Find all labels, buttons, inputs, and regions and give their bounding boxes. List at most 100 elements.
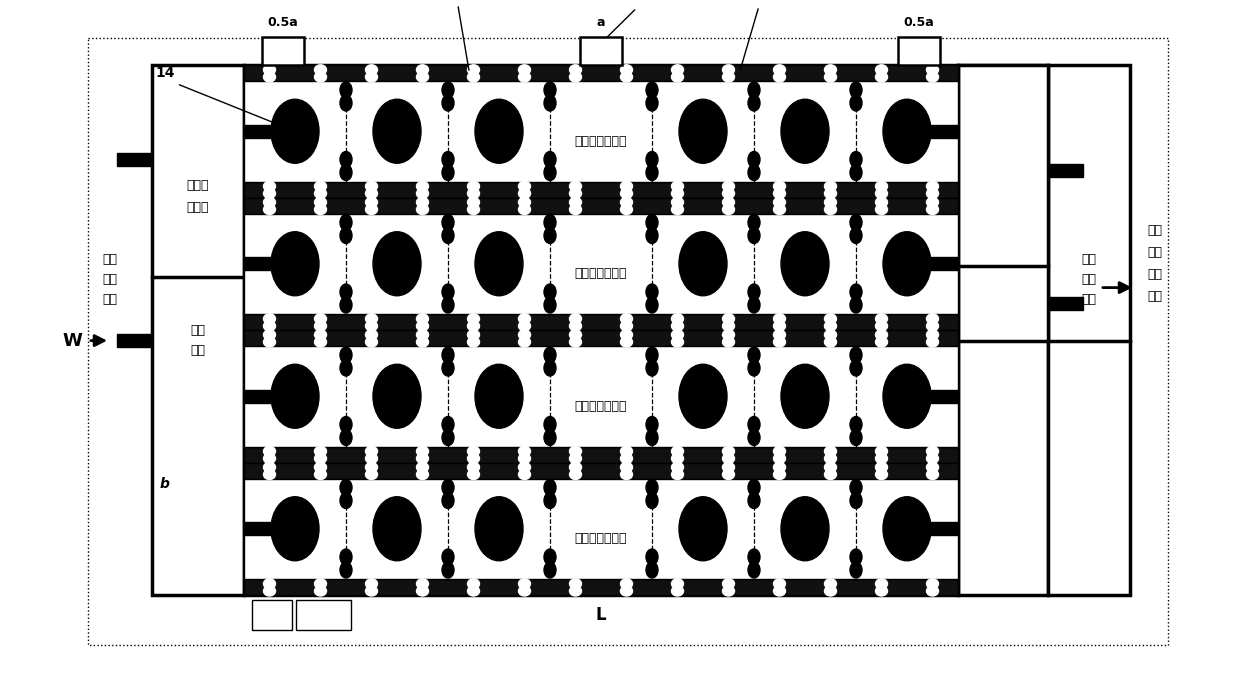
Ellipse shape	[875, 204, 888, 215]
Ellipse shape	[849, 227, 862, 244]
Ellipse shape	[263, 579, 275, 589]
Ellipse shape	[672, 462, 683, 473]
Bar	[1048, 296, 1083, 309]
Ellipse shape	[774, 454, 785, 464]
Ellipse shape	[849, 549, 862, 565]
Ellipse shape	[315, 469, 326, 479]
Ellipse shape	[518, 462, 531, 473]
Ellipse shape	[569, 181, 582, 191]
Ellipse shape	[926, 586, 939, 596]
Ellipse shape	[518, 446, 531, 456]
Ellipse shape	[272, 364, 319, 428]
Ellipse shape	[849, 360, 862, 376]
Ellipse shape	[620, 72, 632, 82]
Text: 烟气: 烟气	[996, 287, 1011, 300]
Ellipse shape	[518, 321, 531, 331]
Ellipse shape	[875, 330, 888, 340]
Ellipse shape	[366, 462, 377, 473]
Ellipse shape	[680, 364, 727, 428]
Ellipse shape	[723, 314, 734, 323]
Ellipse shape	[646, 82, 658, 98]
Ellipse shape	[366, 337, 377, 347]
Ellipse shape	[569, 189, 582, 198]
Ellipse shape	[723, 337, 734, 347]
Ellipse shape	[366, 65, 377, 75]
Ellipse shape	[441, 417, 454, 432]
Bar	[244, 314, 959, 330]
Ellipse shape	[518, 469, 531, 479]
Ellipse shape	[774, 586, 785, 596]
Ellipse shape	[875, 462, 888, 473]
Ellipse shape	[672, 181, 683, 191]
Ellipse shape	[926, 197, 939, 207]
Ellipse shape	[417, 469, 429, 479]
Ellipse shape	[569, 65, 582, 75]
Ellipse shape	[417, 65, 429, 75]
Ellipse shape	[467, 330, 480, 340]
Ellipse shape	[366, 330, 377, 340]
Ellipse shape	[569, 446, 582, 456]
Bar	[117, 153, 153, 166]
Ellipse shape	[417, 204, 429, 215]
Ellipse shape	[315, 72, 326, 82]
Text: 溶液噴雾反应区: 溶液噴雾反应区	[575, 135, 627, 148]
Text: 气入口: 气入口	[992, 174, 1014, 187]
Bar	[88, 38, 1168, 645]
Ellipse shape	[672, 586, 683, 596]
Ellipse shape	[518, 72, 531, 82]
Text: 出口: 出口	[191, 344, 206, 357]
Text: 入口: 入口	[1147, 290, 1163, 303]
Text: a: a	[596, 16, 605, 29]
Ellipse shape	[569, 197, 582, 207]
Bar	[296, 600, 351, 630]
Text: 烟气: 烟气	[103, 273, 118, 286]
Ellipse shape	[518, 65, 531, 75]
Ellipse shape	[544, 297, 556, 313]
Bar	[959, 65, 1048, 595]
Ellipse shape	[544, 430, 556, 445]
Ellipse shape	[926, 469, 939, 479]
Ellipse shape	[723, 189, 734, 198]
Ellipse shape	[748, 95, 760, 111]
Bar	[244, 257, 281, 270]
Ellipse shape	[340, 360, 352, 376]
Ellipse shape	[620, 586, 632, 596]
Ellipse shape	[825, 181, 837, 191]
Ellipse shape	[883, 232, 931, 296]
Ellipse shape	[926, 314, 939, 323]
Ellipse shape	[723, 330, 734, 340]
Ellipse shape	[781, 232, 830, 296]
Ellipse shape	[441, 360, 454, 376]
Ellipse shape	[263, 586, 275, 596]
Ellipse shape	[646, 297, 658, 313]
Ellipse shape	[774, 204, 785, 215]
Ellipse shape	[926, 337, 939, 347]
Ellipse shape	[272, 232, 319, 296]
Ellipse shape	[620, 579, 632, 589]
Ellipse shape	[569, 337, 582, 347]
Ellipse shape	[723, 454, 734, 464]
Ellipse shape	[340, 430, 352, 445]
Ellipse shape	[263, 454, 275, 464]
Bar	[244, 462, 959, 479]
Text: 冷却空: 冷却空	[992, 153, 1014, 165]
Ellipse shape	[441, 492, 454, 509]
Ellipse shape	[569, 204, 582, 215]
Ellipse shape	[417, 181, 429, 191]
Ellipse shape	[417, 189, 429, 198]
Ellipse shape	[441, 82, 454, 98]
Ellipse shape	[748, 562, 760, 578]
Ellipse shape	[723, 462, 734, 473]
Ellipse shape	[340, 151, 352, 168]
Ellipse shape	[569, 321, 582, 331]
Ellipse shape	[646, 492, 658, 509]
Text: 14: 14	[155, 66, 175, 80]
Ellipse shape	[875, 446, 888, 456]
Ellipse shape	[620, 181, 632, 191]
Ellipse shape	[620, 197, 632, 207]
Ellipse shape	[263, 65, 275, 75]
Text: 冷却空: 冷却空	[187, 179, 210, 192]
Ellipse shape	[748, 360, 760, 376]
Ellipse shape	[263, 446, 275, 456]
Ellipse shape	[672, 204, 683, 215]
